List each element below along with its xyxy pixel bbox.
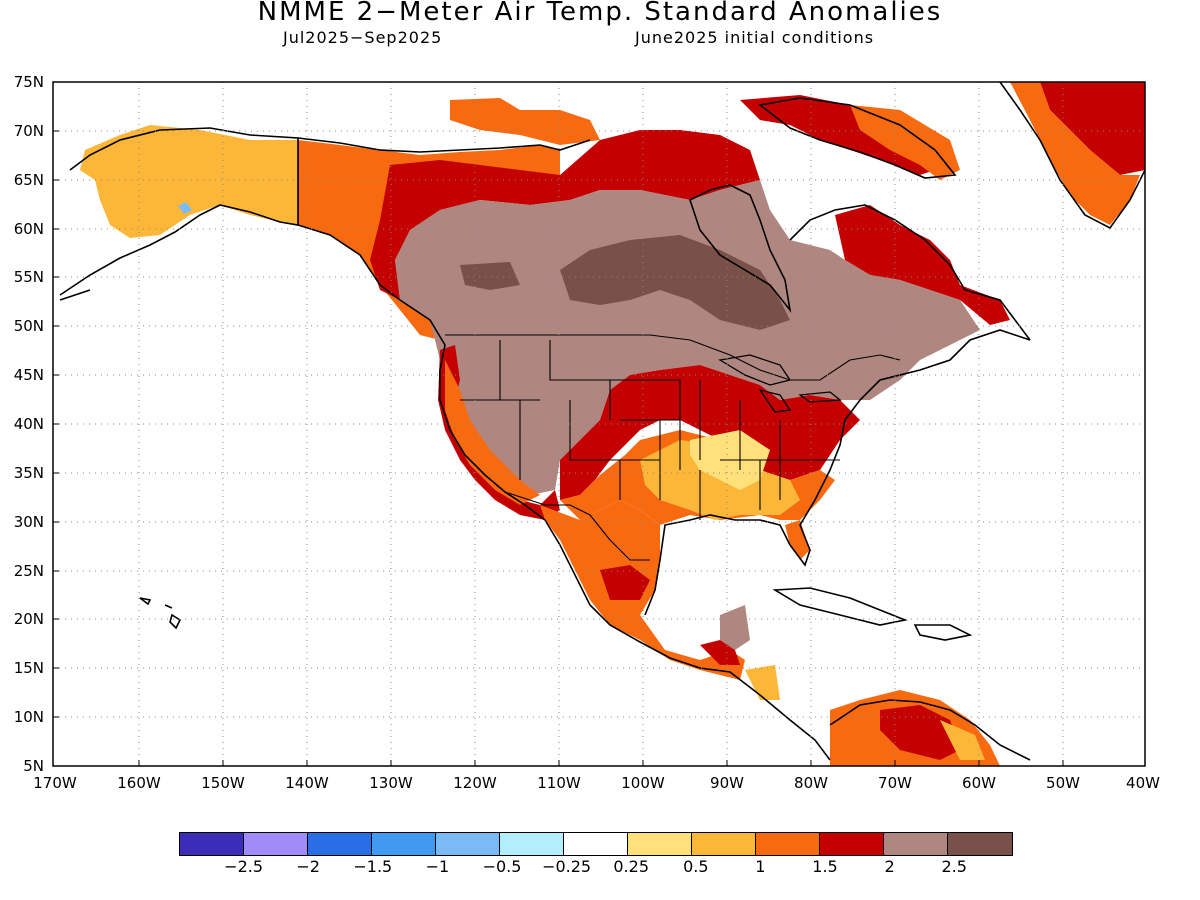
anomaly-greenland-orange [1010, 82, 1140, 225]
colorbar-label: 2 [884, 857, 895, 876]
colorbar-swatch [436, 833, 500, 855]
colorbar-swatch [756, 833, 820, 855]
lon-label: 50W [1046, 774, 1080, 792]
lon-label: 80W [794, 774, 828, 792]
anomaly-south-america-yellow [940, 720, 985, 760]
anomaly-south-america-red [880, 705, 960, 760]
colorbar-swatch [628, 833, 692, 855]
lon-label: 150W [201, 774, 245, 792]
anomaly-west-coast-orange [445, 360, 540, 505]
map-area [53, 82, 1145, 766]
lat-label: 45N [13, 366, 44, 384]
lat-label: 20N [13, 610, 44, 628]
lon-label: 170W [33, 774, 77, 792]
gridlines [53, 82, 1145, 766]
colorbar-label: −2 [296, 857, 320, 876]
initial-conditions: June2025 initial conditions [635, 28, 875, 47]
anomaly-central-canada-darkbrown [560, 235, 790, 330]
lon-label: 110W [537, 774, 581, 792]
anomaly-alaska-blue [178, 202, 192, 214]
lat-label: 5N [23, 757, 44, 775]
anomaly-central-america-yellow [745, 665, 780, 700]
anomaly-north-canada-red [370, 130, 760, 300]
colorbar-label: −0.5 [482, 857, 522, 876]
lat-label: 15N [13, 659, 44, 677]
colorbar-swatch [308, 833, 372, 855]
lat-label: 70N [13, 122, 44, 140]
political-borders [297, 138, 901, 561]
colorbar [179, 832, 1013, 856]
colorbar-swatch [500, 833, 564, 855]
axis-ticks [53, 130, 1064, 766]
coastlines [59, 82, 1145, 761]
anomaly-mexico-red [600, 565, 650, 600]
lat-label: 10N [13, 708, 44, 726]
lat-label: 40N [13, 415, 44, 433]
anomaly-patch-darkbrown [460, 262, 520, 290]
anomaly-florida [785, 520, 810, 560]
anomaly-labrador [835, 205, 1010, 325]
colorbar-label: 1 [755, 857, 766, 876]
great-lakes [718, 354, 842, 413]
colorbar-swatch [564, 833, 628, 855]
anomaly-interior-brown [395, 180, 980, 495]
anomaly-central-america-red [700, 640, 740, 665]
lon-label: 40W [1126, 774, 1160, 792]
lon-label: 70W [878, 774, 912, 792]
colorbar-swatch [692, 833, 756, 855]
lat-label: 30N [13, 513, 44, 531]
colorbar-label: 2.5 [941, 857, 967, 876]
anomaly-baffin [740, 95, 950, 175]
lon-label: 130W [369, 774, 413, 792]
colorbar-swatch [244, 833, 308, 855]
colorbar-swatch [372, 833, 436, 855]
colorbar-label: −2.5 [224, 857, 264, 876]
lat-label: 60N [13, 220, 44, 238]
colorbar-swatch [180, 833, 244, 855]
lon-label: 60W [962, 774, 996, 792]
lon-label: 140W [285, 774, 329, 792]
anomaly-arctic-islands [450, 98, 600, 145]
lat-label: 75N [13, 73, 44, 91]
anomaly-baffin-orange [850, 105, 960, 180]
lon-label: 90W [710, 774, 744, 792]
anomaly-central-red [560, 365, 860, 500]
lat-label: 55N [13, 268, 44, 286]
lon-label: 100W [621, 774, 665, 792]
colorbar-swatch [948, 833, 1012, 855]
forecast-period: Jul2025−Sep2025 [283, 28, 443, 47]
lat-label: 35N [13, 464, 44, 482]
colorbar-label: 1.5 [812, 857, 838, 876]
lon-label: 160W [117, 774, 161, 792]
colorbar-swatch [820, 833, 884, 855]
colorbar-label: −1 [425, 857, 450, 876]
lon-label: 120W [453, 774, 497, 792]
colorbar-swatch [884, 833, 948, 855]
colorbar-label: −0.25 [542, 857, 592, 876]
chart-title: NMME 2−Meter Air Temp. Standard Anomalie… [257, 0, 943, 27]
colorbar-label: 0.5 [683, 857, 709, 876]
anomaly-shading [80, 82, 1145, 766]
lat-label: 50N [13, 317, 44, 335]
lat-label: 65N [13, 171, 44, 189]
colorbar-label: −1.5 [353, 857, 393, 876]
anomaly-greenland-red [1040, 82, 1145, 175]
lat-label: 25N [13, 562, 44, 580]
colorbar-label: 0.25 [613, 857, 649, 876]
